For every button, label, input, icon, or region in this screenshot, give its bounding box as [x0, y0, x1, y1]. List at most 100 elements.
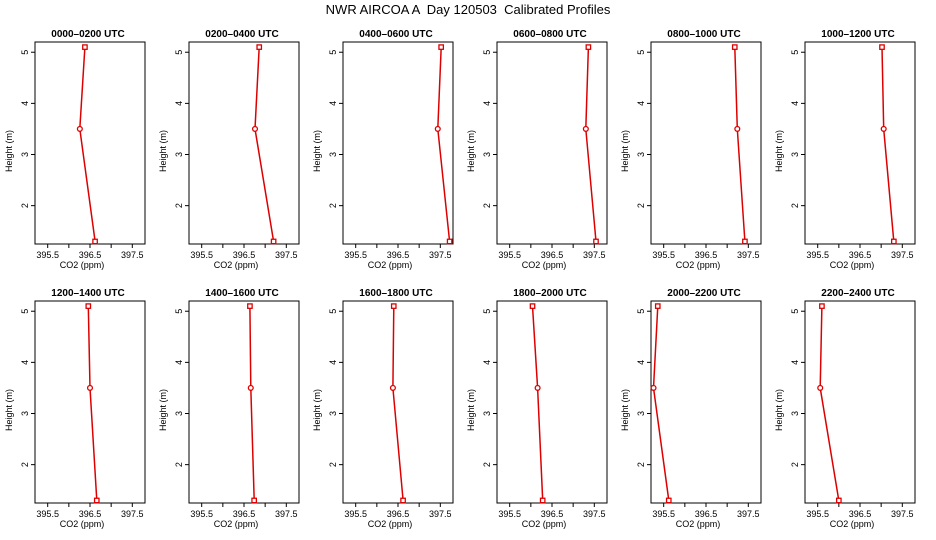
y-tick-label: 3 — [174, 411, 184, 416]
data-point — [247, 384, 254, 391]
plot-frame — [650, 41, 762, 245]
profile-line — [249, 306, 255, 501]
page-title: NWR AIRCOA A Day 120503 Calibrated Profi… — [325, 2, 611, 17]
y-tick-label: 2 — [636, 462, 646, 467]
panel-plot: 1800–2000 UTC 395.5 396.5 397.5 2 3 4 5 CO2 (ppm… — [466, 288, 608, 529]
x-tick-label: 396.5 — [849, 509, 872, 519]
x-axis-label: CO2 (ppm) — [214, 260, 259, 270]
x-axis-label: CO2 (ppm) — [676, 260, 721, 270]
data-point — [593, 238, 599, 245]
y-tick-label: 3 — [482, 152, 492, 157]
y-tick-label: 5 — [174, 50, 184, 55]
y-tick-label: 5 — [20, 309, 30, 314]
profile-line — [392, 306, 404, 501]
y-tick-label: 4 — [636, 360, 646, 365]
profile-panel: 2000–2200 UTC 395.5 396.5 397.5 2 3 4 5 CO2 (ppm… — [618, 259, 774, 529]
data-point — [539, 497, 546, 504]
data-point — [93, 497, 100, 504]
data-point — [890, 238, 897, 245]
y-tick-label: 4 — [174, 101, 184, 106]
profile-panel: 1600–1800 UTC 395.5 396.5 397.5 2 3 4 5 CO2 (ppm… — [310, 259, 466, 529]
plot-frame — [34, 300, 146, 504]
y-tick-label: 3 — [328, 411, 338, 416]
panel-plot: 0600–0800 UTC 395.5 396.5 397.5 2 3 4 5 CO2 (ppm… — [466, 29, 608, 270]
x-tick-label: 397.5 — [429, 509, 452, 519]
y-tick-label: 4 — [482, 360, 492, 365]
x-axis-label: CO2 (ppm) — [522, 519, 567, 529]
data-point — [585, 44, 592, 50]
panel-title: 0000–0200 UTC — [51, 29, 124, 40]
y-tick-label: 3 — [328, 152, 338, 157]
x-tick-label: 397.5 — [429, 250, 452, 260]
profile-panel: 0000–0200 UTC 395.5 396.5 397.5 2 3 4 5 CO2 (ppm… — [2, 0, 158, 270]
panel-plot: 0800–1000 UTC 395.5 396.5 397.5 2 3 4 5 CO2 (ppm… — [620, 29, 762, 270]
x-axis-label: CO2 (ppm) — [676, 519, 721, 529]
x-axis-label: CO2 (ppm) — [214, 519, 259, 529]
y-tick-label: 4 — [20, 101, 30, 106]
x-axis-label: CO2 (ppm) — [60, 519, 105, 529]
y-tick-label: 3 — [20, 411, 30, 416]
data-point — [82, 44, 88, 50]
profile-panel: 1200–1400 UTC 395.5 396.5 397.5 2 3 4 5 CO2 (ppm… — [2, 259, 158, 529]
profile-panel: 1800–2000 UTC 395.5 396.5 397.5 2 3 4 5 CO2 (ppm… — [464, 259, 620, 529]
plot-frame — [188, 41, 300, 245]
panel-title: 0800–1000 UTC — [667, 29, 740, 40]
x-tick-label: 397.5 — [737, 509, 760, 519]
panel-plot: 2000–2200 UTC 395.5 396.5 397.5 2 3 4 5 CO2 (ppm… — [620, 288, 762, 529]
y-axis-label: Height (m) — [158, 389, 168, 431]
x-tick-label: 397.5 — [275, 509, 298, 519]
panel-title: 1800–2000 UTC — [513, 288, 586, 299]
y-axis-label: Height (m) — [158, 130, 168, 172]
y-tick-label: 5 — [790, 309, 800, 314]
x-tick-label: 395.5 — [344, 509, 367, 519]
y-tick-label: 2 — [20, 203, 30, 208]
profile-line — [254, 47, 275, 242]
data-point — [446, 238, 453, 245]
x-tick-label: 396.5 — [233, 250, 256, 260]
profile-panel: 0200–0400 UTC 395.5 396.5 397.5 2 3 4 5 CO2 (ppm… — [156, 0, 312, 270]
data-point — [247, 303, 253, 309]
x-tick-label: 396.5 — [233, 509, 256, 519]
panel-plot: 1600–1800 UTC 395.5 396.5 397.5 2 3 4 5 CO2 (ppm… — [312, 288, 454, 529]
panel-title: 0400–0600 UTC — [359, 29, 432, 40]
y-tick-label: 5 — [482, 309, 492, 314]
data-point — [817, 384, 824, 391]
profile-line — [819, 306, 840, 501]
y-tick-label: 2 — [790, 462, 800, 467]
y-axis-label: Height (m) — [774, 130, 784, 172]
x-tick-label: 395.5 — [806, 509, 829, 519]
panel-plot: 0400–0600 UTC 395.5 396.5 397.5 2 3 4 5 CO2 (ppm… — [312, 29, 454, 270]
plot-frame — [342, 300, 454, 504]
x-tick-label: 395.5 — [806, 250, 829, 260]
y-tick-label: 2 — [328, 203, 338, 208]
y-tick-label: 5 — [636, 50, 646, 55]
y-axis-label: Height (m) — [466, 389, 476, 431]
data-point — [434, 125, 441, 132]
data-point — [819, 303, 825, 309]
x-axis-label: CO2 (ppm) — [830, 260, 875, 270]
y-tick-label: 2 — [174, 203, 184, 208]
y-tick-label: 4 — [790, 101, 800, 106]
y-axis-label: Height (m) — [312, 389, 322, 431]
y-tick-label: 3 — [790, 411, 800, 416]
data-point — [731, 44, 738, 50]
data-point — [438, 44, 445, 50]
plot-frame — [804, 41, 916, 245]
y-tick-label: 3 — [636, 152, 646, 157]
data-point — [400, 497, 406, 504]
x-tick-label: 396.5 — [387, 509, 410, 519]
x-tick-label: 395.5 — [36, 509, 59, 519]
panel-title: 1400–1600 UTC — [205, 288, 278, 299]
x-tick-label: 396.5 — [79, 250, 102, 260]
y-tick-label: 5 — [790, 50, 800, 55]
x-tick-label: 397.5 — [891, 509, 914, 519]
plot-frame — [342, 41, 454, 245]
data-point — [92, 238, 98, 245]
y-axis-label: Height (m) — [312, 130, 322, 172]
x-tick-label: 396.5 — [695, 250, 718, 260]
panel-title: 2200–2400 UTC — [821, 288, 894, 299]
profile-panel: 0800–1000 UTC 395.5 396.5 397.5 2 3 4 5 CO2 (ppm… — [618, 0, 774, 270]
x-tick-label: 397.5 — [121, 509, 144, 519]
x-tick-label: 396.5 — [849, 250, 872, 260]
